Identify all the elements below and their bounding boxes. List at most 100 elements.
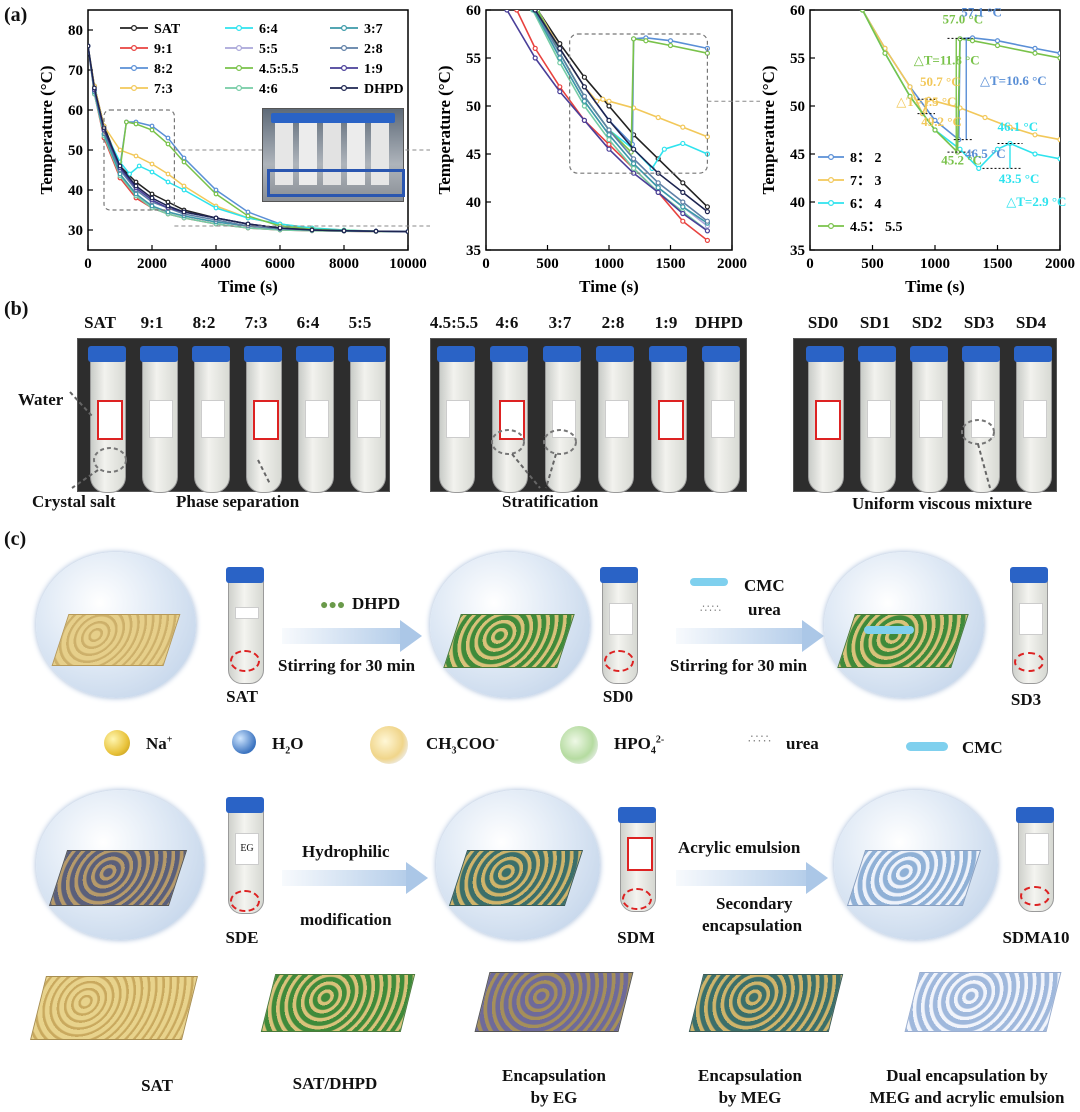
y-tick-label: 70 xyxy=(68,63,83,79)
sample-label: 9:1 xyxy=(140,313,164,332)
legend-label: 4:6 xyxy=(259,82,278,97)
y-tick-label: 50 xyxy=(466,99,481,115)
x-tick-label: 1000 xyxy=(920,256,950,272)
annotation-label: △T=2.9 °C xyxy=(1006,194,1066,209)
data-point xyxy=(581,84,587,90)
data-point xyxy=(149,203,155,209)
data-point xyxy=(581,117,587,124)
y-tick-label: 30 xyxy=(68,223,83,239)
y-tick-label: 55 xyxy=(466,51,481,67)
step3-hydrophilic: Hydrophilic xyxy=(302,842,390,861)
data-point xyxy=(1057,55,1060,61)
x-tick-label: 0 xyxy=(482,256,490,272)
y-tick-label: 35 xyxy=(790,243,805,259)
data-point xyxy=(149,127,155,133)
sample-tube xyxy=(649,346,687,493)
step1-stirring: Stirring for 30 min xyxy=(278,656,416,675)
legend-urea: urea xyxy=(786,734,819,753)
data-point xyxy=(504,10,510,13)
y-tick-label: 60 xyxy=(68,103,83,119)
data-point xyxy=(181,183,187,189)
data-point xyxy=(557,84,563,90)
sample-label: 4.5:5.5 xyxy=(429,313,479,332)
data-point xyxy=(631,146,637,152)
photo-group-1 xyxy=(77,338,390,493)
data-point xyxy=(165,171,171,177)
data-point xyxy=(704,204,710,210)
caption-sat: SAT xyxy=(141,1076,173,1095)
label-sdma10: SDMA10 xyxy=(1002,928,1070,947)
material-meg xyxy=(688,974,844,1032)
data-point xyxy=(1032,45,1038,52)
legend-label: SAT xyxy=(154,22,181,37)
legend-acetate: CH3COO- xyxy=(426,734,499,757)
water-molecule-icon xyxy=(232,730,256,754)
sample-tube xyxy=(296,346,334,493)
caption-eg-1: Encapsulation xyxy=(502,1066,606,1085)
bubble-sde xyxy=(36,790,204,940)
arrowhead-step1 xyxy=(400,620,422,652)
step4-secondary: Secondary xyxy=(716,894,793,913)
arrowhead-step3 xyxy=(406,862,428,894)
sample-label: DHPD xyxy=(694,313,744,332)
sample-tube xyxy=(88,346,126,493)
panel-a-label: (a) xyxy=(4,4,28,26)
data-point xyxy=(932,117,938,124)
data-point xyxy=(181,159,187,165)
data-point xyxy=(1032,50,1038,56)
reagent-dhpd: DHPD xyxy=(352,594,401,613)
zoom-region-box xyxy=(569,33,708,174)
y-axis-label: Temperature (°C) xyxy=(435,65,454,194)
y-tick-label: 40 xyxy=(68,183,83,199)
x-axis-label: Time (s) xyxy=(905,277,965,296)
sample-label: 6:4 xyxy=(296,313,320,332)
data-point xyxy=(1032,151,1038,157)
data-point xyxy=(213,191,219,197)
sample-tube xyxy=(437,346,475,493)
data-point xyxy=(532,10,538,13)
arrow-step1 xyxy=(282,628,400,644)
sd3-highlight xyxy=(1014,652,1044,672)
tube-rack-photo xyxy=(262,108,405,202)
annotation-label: 57.0 °C xyxy=(943,11,984,26)
legend-hpo4: HPO42- xyxy=(614,734,665,757)
data-point xyxy=(581,98,587,104)
caption-eg-2: by EG xyxy=(530,1088,578,1107)
data-point xyxy=(581,93,587,100)
label-sat: SAT xyxy=(226,687,258,706)
data-point xyxy=(994,42,1001,49)
legend-cmc-icon xyxy=(906,742,948,751)
legend-label: 5:5 xyxy=(259,42,278,57)
sample-tube xyxy=(244,346,282,493)
bubble-sdm xyxy=(436,790,600,940)
x-tick-label: 1500 xyxy=(983,256,1013,272)
data-point xyxy=(680,204,686,210)
x-tick-label: 0 xyxy=(806,256,814,272)
data-point xyxy=(165,209,171,215)
sample-tube xyxy=(348,346,386,493)
step3-modification: modification xyxy=(300,910,392,929)
data-point xyxy=(117,147,123,153)
sample-label: 5:5 xyxy=(348,313,372,332)
sample-label: 2:8 xyxy=(601,313,625,332)
data-point xyxy=(680,210,686,217)
data-point xyxy=(631,165,637,171)
annotation-label: △T=11.8 °C xyxy=(914,53,980,68)
legend-label: 8： 2 xyxy=(850,151,882,166)
note-water: Water xyxy=(18,390,64,409)
y-tick-label: 45 xyxy=(466,147,481,163)
data-point xyxy=(123,119,129,125)
data-point xyxy=(88,43,91,49)
legend-label: 3:7 xyxy=(364,22,383,37)
y-tick-label: 50 xyxy=(68,143,83,159)
note-uniform-mixture: Uniform viscous mixture xyxy=(852,494,1033,513)
arrow-step2 xyxy=(676,628,802,644)
legend-label: 8:2 xyxy=(154,62,173,77)
data-point xyxy=(1007,124,1013,130)
y-tick-label: 60 xyxy=(466,3,481,19)
series-line-DHPD xyxy=(534,10,708,213)
series-line-7-3 xyxy=(536,10,708,138)
data-point xyxy=(680,124,686,130)
data-point xyxy=(213,205,219,211)
legend-label: 9:1 xyxy=(154,42,173,57)
